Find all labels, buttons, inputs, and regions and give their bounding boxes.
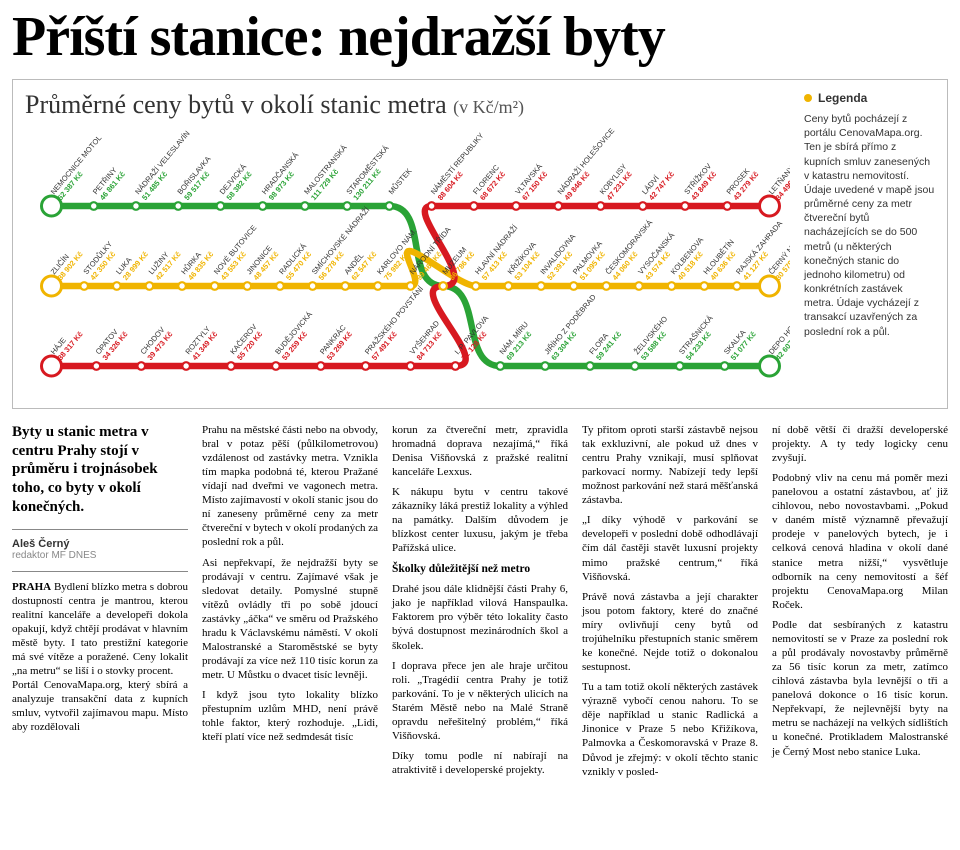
map-title: Průměrné ceny bytů v okolí stanic metra … <box>25 90 790 120</box>
article-lead: Byty u stanic metra v centru Prahy stojí… <box>12 423 188 517</box>
svg-text:B: B <box>764 278 774 294</box>
byline-role: redaktor MF DNES <box>12 550 188 561</box>
svg-text:C: C <box>764 198 774 214</box>
byline-name: Aleš Černý <box>12 538 188 550</box>
svg-text:B: B <box>46 278 56 294</box>
svg-text:MŮSTEK: MŮSTEK <box>387 166 414 196</box>
metro-map-figure: Průměrné ceny bytů v okolí stanic metra … <box>12 79 948 409</box>
svg-text:A: A <box>46 198 56 214</box>
article-headline: Příští stanice: nejdražší byty <box>12 8 948 67</box>
svg-text:A: A <box>764 358 774 374</box>
map-legend: Legenda Ceny bytů pocházejí z portálu Ce… <box>790 90 935 400</box>
article-body: Byty u stanic metra v centru Prahy stojí… <box>12 423 948 779</box>
metro-svg: NEMOCNICE MOTOL52 387 KčPETŘINY46 861 Kč… <box>25 126 790 406</box>
svg-text:C: C <box>46 358 56 374</box>
